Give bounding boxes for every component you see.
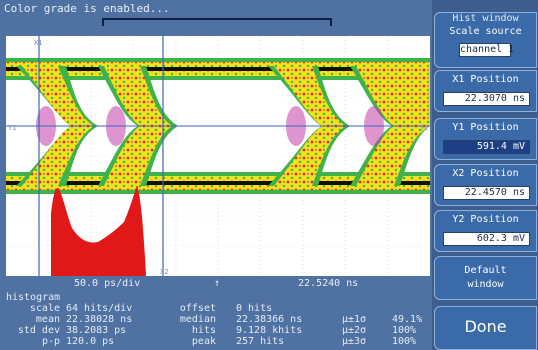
stat-value: 49.1%: [392, 314, 423, 325]
stat-value: 0 hits: [236, 303, 273, 314]
scroll-bar-icon[interactable]: [102, 18, 332, 27]
timebase-readout-bar: [6, 276, 430, 291]
y2-label: Y2: [420, 124, 428, 132]
done-label: Done: [464, 317, 507, 336]
default-window-label-2: window: [467, 279, 504, 290]
scroll-right-stop: [330, 18, 332, 26]
scale-source-label: Scale source: [449, 26, 522, 37]
default-window-button[interactable]: Default window: [434, 256, 537, 300]
y1-position-button[interactable]: Y1 Position 591.4 mV: [434, 118, 537, 160]
default-window-label: Default: [464, 265, 507, 276]
histogram-trace: [51, 186, 146, 276]
stat-value: 22.38028 ns: [66, 314, 133, 325]
panel-title: Hist window: [452, 13, 519, 24]
stat-label: peak: [191, 336, 216, 347]
top-status-bar: [0, 0, 432, 34]
y2-position-button[interactable]: Y2 Position 602.3 mV: [434, 210, 537, 252]
stat-value: 22.38366 ns: [236, 314, 303, 325]
up-arrow-icon[interactable]: ↑: [214, 278, 221, 289]
y2-position-label: Y2 Position: [452, 214, 519, 225]
x1-position-label: X1 Position: [452, 74, 519, 85]
stat-label: std dev: [17, 325, 60, 336]
stat-label: mean: [35, 314, 60, 325]
eye-diagram: X1 X2 Y1 Y2: [6, 36, 430, 276]
histogram-stats-panel: [0, 291, 432, 350]
x2-label: X2: [160, 268, 168, 276]
y1-position-value[interactable]: 591.4 mV: [443, 140, 530, 154]
stat-label: offset: [179, 303, 216, 314]
scope-display[interactable]: X1 X2 Y1 Y2: [6, 36, 430, 276]
stat-label: hits: [191, 325, 216, 336]
y1-label: Y1: [8, 124, 16, 132]
stat-value: 120.0 ps: [66, 336, 115, 347]
stat-label: median: [179, 314, 216, 325]
stat-value: 100%: [392, 336, 417, 347]
scale-source-value[interactable]: channel 1: [459, 43, 515, 57]
stat-label: µ±1σ: [342, 314, 367, 325]
scale-source-button[interactable]: Hist window Scale source channel 1: [434, 12, 537, 68]
x1-position-button[interactable]: X1 Position 22.3070 ns: [434, 70, 537, 112]
stat-value: 64 hits/div: [66, 303, 133, 314]
bottom-rail-core: [6, 181, 430, 185]
histogram-title: histogram: [6, 292, 61, 303]
x2-position-label: X2 Position: [452, 168, 519, 179]
stat-label: µ±2σ: [342, 325, 367, 336]
timebase-value: 50.0 ps/div: [74, 278, 141, 289]
stat-label: p-p: [41, 336, 60, 347]
done-button[interactable]: Done: [434, 306, 537, 350]
stat-label: scale: [29, 303, 60, 314]
timebase-position: 22.5240 ns: [298, 278, 359, 289]
x2-position-value[interactable]: 22.4570 ns: [443, 186, 530, 200]
x1-label: X1: [34, 39, 42, 47]
stat-label: µ±3σ: [342, 336, 367, 347]
scroll-left-stop: [102, 18, 104, 26]
y2-position-value[interactable]: 602.3 mV: [443, 232, 530, 246]
stat-value: 100%: [392, 325, 417, 336]
top-rail-core: [6, 67, 430, 71]
x2-position-button[interactable]: X2 Position 22.4570 ns: [434, 164, 537, 206]
status-message: Color grade is enabled...: [4, 2, 170, 15]
stat-value: 9.128 khits: [236, 325, 303, 336]
x1-position-value[interactable]: 22.3070 ns: [443, 92, 530, 106]
y1-position-label: Y1 Position: [452, 122, 519, 133]
stat-value: 38.2083 ps: [66, 325, 127, 336]
stat-value: 257 hits: [236, 336, 285, 347]
